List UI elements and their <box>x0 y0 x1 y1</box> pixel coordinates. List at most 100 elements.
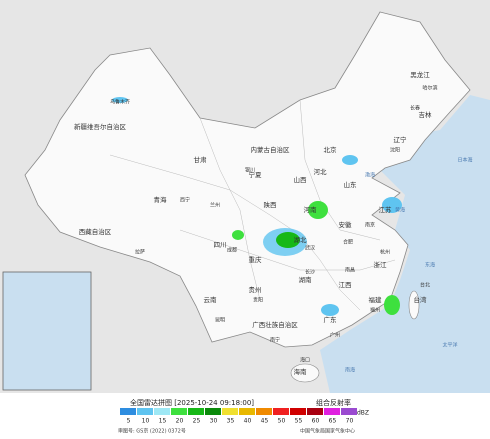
place-label: 兰州 <box>210 202 220 209</box>
echo <box>321 304 339 316</box>
place-label: 青海 <box>154 195 168 204</box>
legend-value: 60 <box>312 418 320 425</box>
place-label: 南宁 <box>270 337 280 344</box>
place-label: 湖北 <box>294 235 308 244</box>
place-label: 银川 <box>245 167 255 174</box>
place-label: 合肥 <box>343 239 353 246</box>
approval-number: 审图号: GS京 (2022) 0372号 <box>118 428 186 435</box>
legend-value: 5 <box>127 418 131 425</box>
place-label: 山西 <box>294 175 308 184</box>
legend-value: 40 <box>244 418 252 425</box>
legend-swatch <box>222 408 238 415</box>
place-label: 太平洋 <box>442 342 457 349</box>
place-label: 内蒙古自治区 <box>251 145 291 154</box>
place-label: 河北 <box>314 168 328 176</box>
place-label: 广州 <box>330 332 340 339</box>
place-label: 河南 <box>304 205 318 214</box>
place-label: 长沙 <box>305 269 315 276</box>
place-label: 日本海 <box>457 157 472 164</box>
place-label: 哈尔滨 <box>422 85 437 92</box>
place-label: 黑龙江 <box>410 70 430 79</box>
place-label: 江西 <box>339 281 353 289</box>
legend-value: 65 <box>329 418 337 425</box>
place-label: 长春 <box>410 105 420 112</box>
hainan <box>290 363 320 383</box>
legend-swatch <box>239 408 255 415</box>
legend-swatch <box>188 408 204 415</box>
place-label: 成都 <box>227 247 237 254</box>
place-label: 武汉 <box>305 245 315 252</box>
legend-value: 55 <box>295 418 303 425</box>
place-label: 拉萨 <box>135 249 145 256</box>
place-label: 渤海 <box>365 172 375 179</box>
legend-swatch <box>273 408 289 415</box>
legend-swatch <box>256 408 272 415</box>
province-borders <box>109 99 396 311</box>
place-label: 台北 <box>420 282 430 289</box>
echo <box>112 97 128 103</box>
place-label: 广西壮族自治区 <box>252 320 298 329</box>
place-label: 乌鲁木齐 <box>110 99 130 106</box>
legend-swatch <box>290 408 306 415</box>
legend-swatch <box>324 408 340 415</box>
place-label: 海口 <box>300 357 310 364</box>
place-label: 台湾 <box>414 295 428 304</box>
place-label: 新疆维吾尔自治区 <box>74 122 127 131</box>
radar-echoes <box>112 97 402 316</box>
legend-value: 50 <box>278 418 286 425</box>
place-label: 贵州 <box>249 285 262 294</box>
place-label: 安徽 <box>339 220 353 229</box>
place-label: 宁夏 <box>249 170 263 179</box>
echo <box>308 201 328 219</box>
place-label: 南京 <box>365 222 375 229</box>
place-label: 福建 <box>369 295 383 304</box>
legend: 5 10 15 20 25 30 35 40 45 50 55 60 65 70 <box>120 408 357 425</box>
product-name: 组合反射率 <box>316 398 351 407</box>
place-label: 广东 <box>324 315 338 324</box>
legend-value: 35 <box>227 418 235 425</box>
legend-value: 45 <box>261 418 269 425</box>
place-label: 贵阳 <box>253 297 263 304</box>
legend-value: 20 <box>176 418 184 425</box>
place-label: 西宁 <box>180 197 190 204</box>
place-label: 南海 <box>345 367 355 374</box>
south-sea-inset <box>2 271 92 391</box>
unit: dBZ <box>357 410 369 417</box>
place-label: 湖南 <box>299 275 313 284</box>
place-label: 四川 <box>214 241 227 249</box>
place-label: 重庆 <box>249 255 263 264</box>
place-label: 吉林 <box>419 110 433 119</box>
legend-value: 70 <box>346 418 354 425</box>
place-label: 东海 <box>425 262 435 269</box>
legend-title: 全国雷达拼图 [2025-10-24 09:18:00] <box>130 398 254 407</box>
legend-swatch <box>205 408 221 415</box>
legend-value: 30 <box>210 418 218 425</box>
place-label: 辽宁 <box>394 135 408 144</box>
place-label: 北京 <box>324 145 338 154</box>
place-label: 西藏自治区 <box>79 227 112 236</box>
legend-swatch <box>171 408 187 415</box>
legend-swatch <box>341 408 357 415</box>
place-label: 甘肃 <box>194 155 208 164</box>
place-label: 杭州 <box>380 249 390 256</box>
legend-swatch <box>154 408 170 415</box>
source: 中国气象局国家气象中心 <box>300 428 355 435</box>
china-land <box>24 11 471 348</box>
place-label: 江苏 <box>379 205 393 214</box>
taiwan <box>408 290 420 320</box>
legend-swatch <box>120 408 136 415</box>
legend-value: 25 <box>193 418 201 425</box>
echo <box>276 232 300 248</box>
place-label: 昆明 <box>215 318 225 324</box>
place-label: 陕西 <box>264 200 278 209</box>
echo <box>382 197 402 213</box>
legend-panel <box>0 393 490 439</box>
place-label: 云南 <box>204 295 218 304</box>
echo <box>232 230 244 240</box>
place-label: 海南 <box>294 367 308 376</box>
place-label: 沈阳 <box>390 147 400 154</box>
echo <box>384 295 400 315</box>
place-label: 山东 <box>344 180 358 189</box>
legend-swatch <box>137 408 153 415</box>
